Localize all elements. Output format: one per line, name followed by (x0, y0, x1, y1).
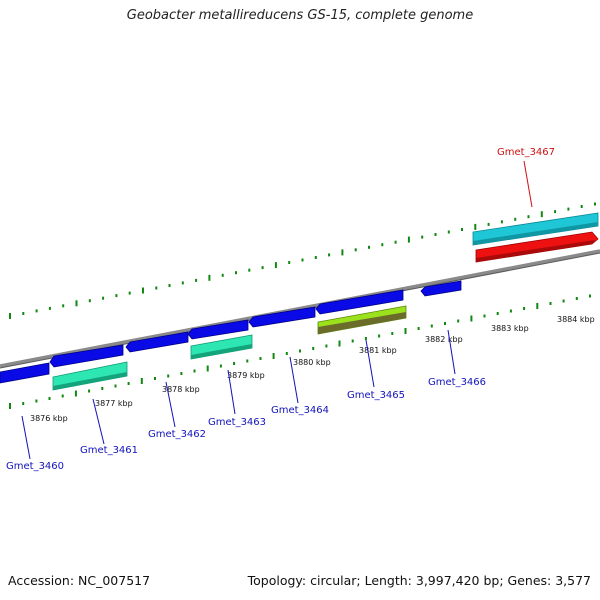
gene-label-gmet-3461[interactable]: Gmet_3461 (80, 445, 138, 456)
gene-feature-blue-4[interactable] (187, 319, 249, 340)
ticks-lower (9, 294, 591, 409)
gene-feature-gmet-3463-shade (191, 344, 252, 359)
gene-label-gmet-3466[interactable]: Gmet_3466 (428, 377, 486, 388)
gene-label-gmet-3463[interactable]: Gmet_3463 (208, 417, 266, 428)
gene-label-gmet-3464[interactable]: Gmet_3464 (271, 405, 329, 416)
ruler-label: 3876 kbp (30, 414, 68, 423)
gene-label-gmet-3467[interactable]: Gmet_3467 (497, 147, 555, 158)
ruler-label: 3878 kbp (162, 385, 200, 394)
gene-feature-gmet-3467-shade (476, 240, 595, 262)
label-leaders (21, 160, 533, 460)
gene-feature-gmet-3460[interactable] (0, 362, 50, 384)
accession-label: Accession: NC_007517 (8, 573, 151, 588)
gene-label-gmet-3462[interactable]: Gmet_3462 (148, 429, 206, 440)
gene-feature-gmet-3462[interactable] (125, 331, 189, 353)
ruler-label: 3879 kbp (227, 371, 265, 380)
gene-feature-gmet-3464[interactable] (248, 306, 316, 328)
gene-feature-blue-2[interactable] (49, 344, 124, 368)
gene-feature-gmet-3461-shade (53, 372, 127, 390)
genome-backbone (0, 249, 600, 368)
ruler-label: 3880 kbp (293, 358, 331, 367)
gene-feature-blue-6[interactable] (315, 289, 404, 315)
ruler-label: 3881 kbp (359, 346, 397, 355)
page-title: Geobacter metallireducens GS-15, complet… (126, 8, 474, 23)
leader-gmet-3462 (165, 381, 176, 428)
genome-summary: Topology: circular; Length: 3,997,420 bp… (247, 573, 591, 588)
leader-gmet-3467 (523, 160, 533, 208)
leader-gmet-3460 (21, 415, 31, 460)
leader-gmet-3463 (227, 369, 236, 415)
ruler-label: 3884 kbp (557, 315, 595, 324)
gene-feature-cyan-shade (473, 222, 598, 245)
gene-label-gmet-3460[interactable]: Gmet_3460 (6, 461, 64, 472)
ruler-label: 3877 kbp (95, 399, 133, 408)
ruler-label: 3883 kbp (491, 324, 529, 333)
leader-gmet-3464 (289, 356, 299, 404)
leader-gmet-3466 (447, 329, 456, 375)
gene-feature-gmet-3466[interactable] (420, 280, 462, 297)
features (0, 212, 599, 391)
leader-gmet-3461 (92, 398, 105, 445)
gene-feature-gmet-3465-shade (318, 312, 406, 334)
ticks-upper (9, 202, 596, 319)
ruler-labels: 3876 kbp 3877 kbp 3878 kbp 3879 kbp 3880… (30, 315, 595, 423)
ruler-label: 3882 kbp (425, 335, 463, 344)
gene-labels: Gmet_3460 Gmet_3461 Gmet_3462 Gmet_3463 … (6, 147, 555, 472)
gene-label-gmet-3465[interactable]: Gmet_3465 (347, 390, 405, 401)
leader-gmet-3465 (365, 339, 375, 388)
